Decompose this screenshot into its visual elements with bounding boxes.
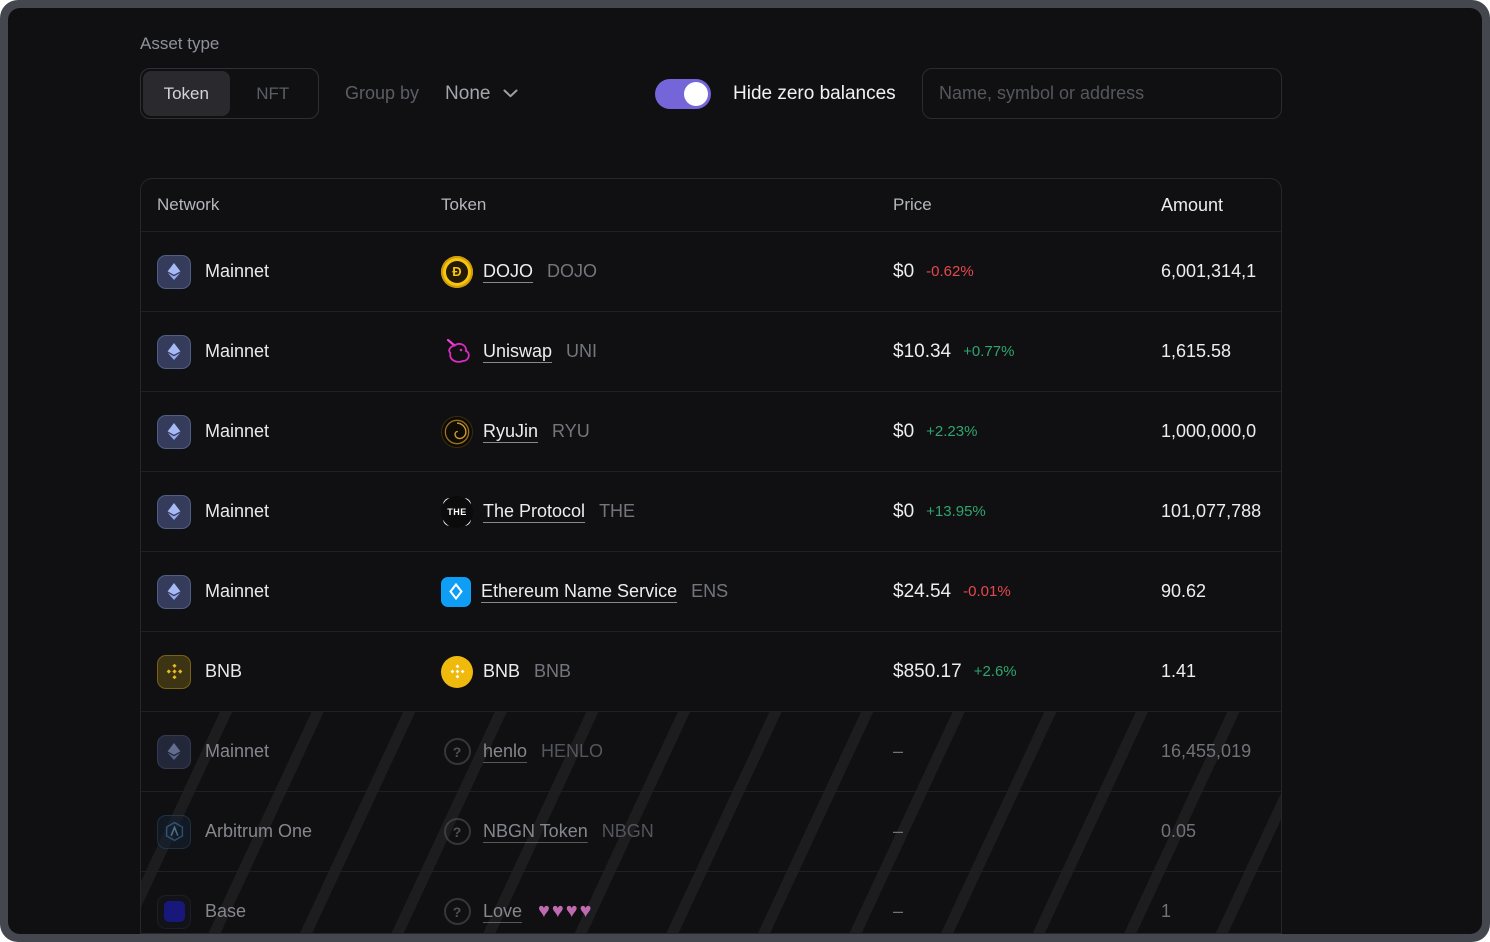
token-amount: 16,455,019 bbox=[1161, 741, 1252, 761]
price-change: +13.95% bbox=[926, 503, 986, 520]
token-symbol: HENLO bbox=[541, 741, 604, 761]
ethereum-network-icon bbox=[157, 334, 191, 369]
search-input[interactable] bbox=[922, 68, 1282, 119]
table-row[interactable]: Base ? Love ♥♥♥♥ – 1 bbox=[141, 871, 1281, 933]
unknown-token-icon: ? bbox=[441, 736, 473, 768]
token-price: $10.34 bbox=[893, 340, 952, 362]
tab-nft[interactable]: NFT bbox=[256, 83, 290, 103]
network-name: Mainnet bbox=[205, 741, 270, 761]
network-name: Mainnet bbox=[205, 501, 270, 521]
table-row[interactable]: Mainnet Uniswap UNI $10.34 +0.77% 1,615.… bbox=[141, 311, 1281, 391]
group-by-value: None bbox=[445, 82, 491, 104]
network-name: Mainnet bbox=[205, 261, 270, 281]
bnb-network-icon bbox=[157, 654, 191, 689]
token-name-link[interactable]: NBGN Token bbox=[483, 821, 588, 841]
ethereum-network-icon bbox=[157, 734, 191, 769]
unknown-token-icon: ? bbox=[441, 896, 473, 928]
wallet-assets-panel: Asset type Token NFT Group by None Hide … bbox=[8, 8, 1482, 934]
token-price: $850.17 bbox=[893, 660, 962, 682]
token-price: $0 bbox=[893, 500, 915, 522]
ethereum-network-icon bbox=[157, 254, 191, 289]
token-name-link[interactable]: Uniswap bbox=[483, 341, 553, 361]
asset-type-label: Asset type bbox=[140, 34, 220, 53]
token-amount: 101,077,788 bbox=[1161, 501, 1262, 521]
token-amount: 0.05 bbox=[1161, 821, 1197, 841]
price-change: -0.01% bbox=[963, 583, 1011, 600]
token-amount: 1 bbox=[1161, 901, 1172, 921]
token-symbol: BNB bbox=[534, 661, 572, 681]
table-row[interactable]: Mainnet RyuJin RYU $0 +2.23% 1,000,000,0 bbox=[141, 391, 1281, 471]
dojo-token-icon: Đ bbox=[441, 255, 473, 288]
table-row[interactable]: Mainnet Đ DOJO DOJO $0 -0.62% 6,001,314,… bbox=[141, 231, 1281, 311]
ethereum-network-icon bbox=[157, 414, 191, 449]
ethereum-network-icon bbox=[157, 494, 191, 529]
token-price: – bbox=[893, 741, 904, 761]
token-name-link[interactable]: DOJO bbox=[483, 261, 534, 281]
token-price: $0 bbox=[893, 260, 915, 282]
token-symbol: NBGN bbox=[601, 821, 654, 841]
network-name: Mainnet bbox=[205, 341, 270, 361]
table-row[interactable]: Arbitrum One ? NBGN Token NBGN – 0.05 bbox=[141, 791, 1281, 871]
assets-table: Network Token Price Amount Mainnet Đ DOJ… bbox=[140, 178, 1282, 934]
header-token: Token bbox=[441, 195, 487, 214]
token-symbol: DOJO bbox=[547, 261, 598, 281]
token-symbol: ENS bbox=[691, 581, 729, 601]
the-protocol-token-icon: THE bbox=[441, 495, 473, 528]
token-name-link[interactable]: Love bbox=[483, 901, 523, 921]
price-change: +2.23% bbox=[926, 423, 978, 440]
network-name: Mainnet bbox=[205, 581, 270, 601]
token-name-link[interactable]: henlo bbox=[483, 741, 528, 761]
token-price: – bbox=[893, 901, 904, 921]
ens-token-icon bbox=[441, 576, 471, 607]
network-name: Arbitrum One bbox=[205, 821, 313, 841]
hidden-tokens-section: Mainnet ? henlo HENLO – 16,455,019 Arbit… bbox=[141, 711, 1281, 933]
uniswap-token-icon bbox=[441, 336, 473, 368]
unknown-token-icon: ? bbox=[441, 816, 473, 848]
arbitrum-network-icon bbox=[157, 814, 191, 849]
network-name: Mainnet bbox=[205, 421, 270, 441]
bnb-token-icon bbox=[441, 655, 473, 688]
table-header-row: Network Token Price Amount bbox=[141, 179, 1281, 231]
ethereum-network-icon bbox=[157, 574, 191, 609]
token-symbol-hearts: ♥♥♥♥ bbox=[538, 900, 594, 922]
token-symbol: UNI bbox=[566, 341, 598, 361]
network-name: Base bbox=[205, 901, 247, 921]
header-amount: Amount bbox=[1161, 194, 1224, 215]
token-amount: 90.62 bbox=[1161, 581, 1207, 601]
token-price: $24.54 bbox=[893, 580, 952, 602]
base-network-icon bbox=[157, 894, 191, 929]
token-symbol: RYU bbox=[552, 421, 590, 441]
price-change: -0.62% bbox=[926, 263, 974, 280]
chevron-down-icon bbox=[503, 89, 518, 98]
token-amount: 1.41 bbox=[1161, 661, 1197, 681]
header-price: Price bbox=[893, 195, 932, 214]
ryujin-token-icon bbox=[441, 415, 473, 448]
toggle-knob bbox=[684, 81, 708, 106]
asset-type-segmented-control: Token NFT bbox=[140, 68, 319, 119]
table-row[interactable]: Mainnet THE The Protocol THE $0 +13.95% … bbox=[141, 471, 1281, 551]
network-name: BNB bbox=[205, 661, 243, 681]
token-name-link[interactable]: RyuJin bbox=[483, 421, 539, 441]
price-change: +2.6% bbox=[973, 663, 1017, 680]
token-price: – bbox=[893, 821, 904, 841]
token-price: $0 bbox=[893, 420, 915, 442]
tab-token[interactable]: Token bbox=[143, 71, 230, 116]
header-network: Network bbox=[157, 195, 220, 214]
group-by-label: Group by bbox=[345, 83, 420, 103]
table-row[interactable]: Mainnet ? henlo HENLO – 16,455,019 bbox=[141, 711, 1281, 791]
token-name: BNB bbox=[483, 661, 521, 681]
price-change: +0.77% bbox=[963, 343, 1015, 360]
hide-zero-balances-toggle[interactable] bbox=[655, 78, 711, 109]
token-amount: 1,000,000,0 bbox=[1161, 421, 1257, 441]
group-by-select[interactable]: None bbox=[445, 83, 518, 105]
token-symbol: THE bbox=[599, 501, 636, 521]
token-name-link[interactable]: The Protocol bbox=[483, 501, 586, 521]
token-amount: 1,615.58 bbox=[1161, 341, 1232, 361]
token-name-link[interactable]: Ethereum Name Service bbox=[481, 581, 678, 601]
token-amount: 6,001,314,1 bbox=[1161, 261, 1257, 281]
table-row[interactable]: BNB BNB BNB $850.17 +2.6% 1.41 bbox=[141, 631, 1281, 711]
hide-zero-balances-label: Hide zero balances bbox=[733, 82, 896, 104]
table-row[interactable]: Mainnet Ethereum Name Service ENS $24.54… bbox=[141, 551, 1281, 631]
